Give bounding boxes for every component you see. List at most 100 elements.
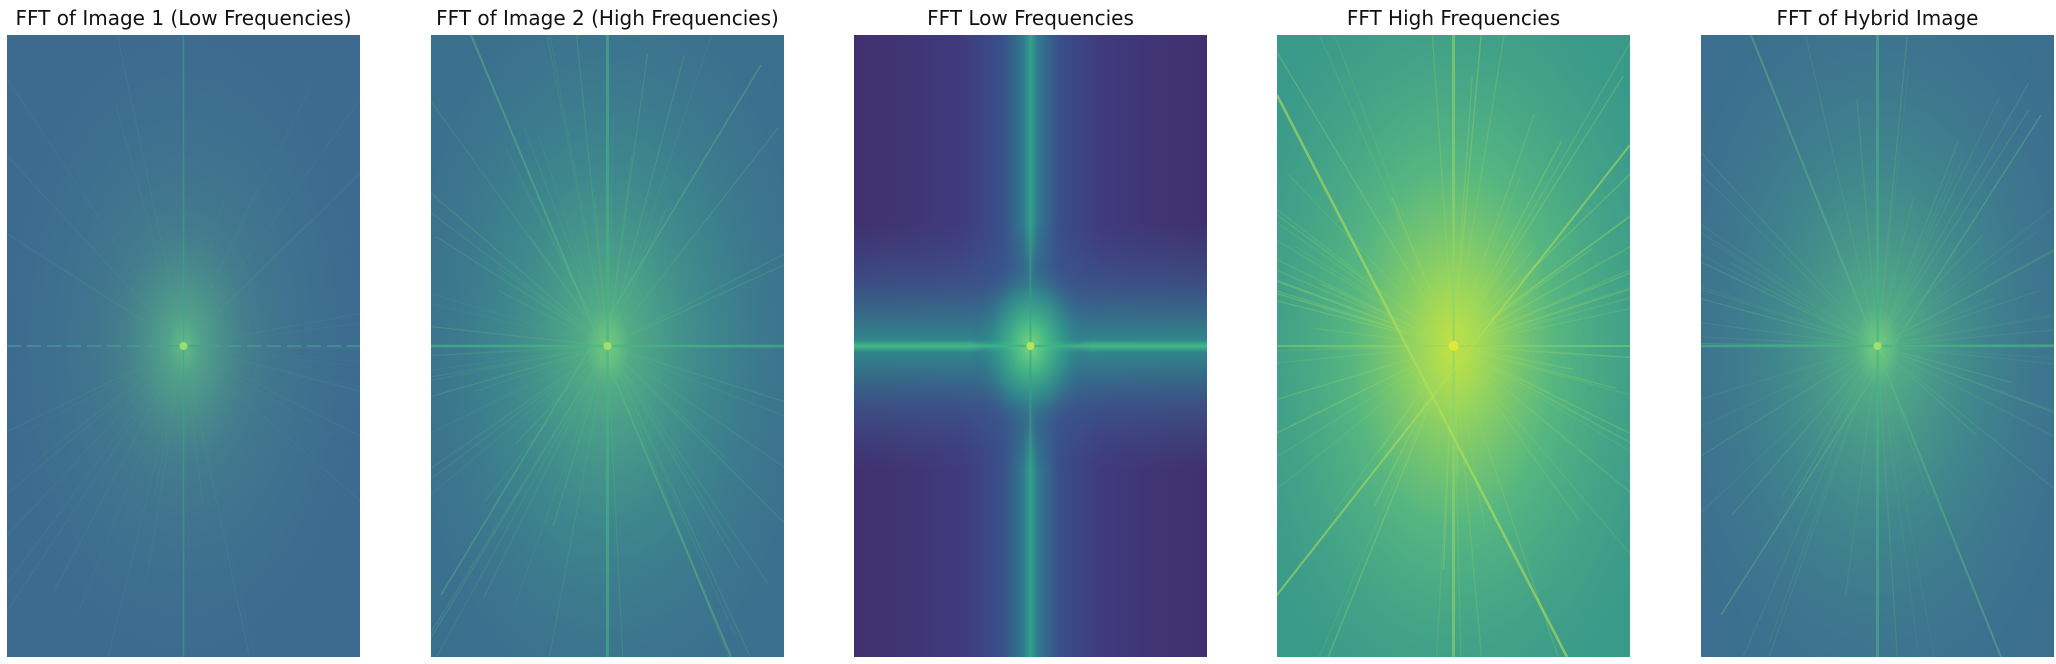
spectrum-streak (1701, 232, 1878, 347)
panel-title: FFT of Image 2 (High Frequencies) (436, 6, 779, 30)
panel-fft-image-2: FFT of Image 2 (High Frequencies) (431, 0, 784, 664)
spectrum-streak (606, 231, 653, 347)
panel-title: FFT of Hybrid Image (1776, 6, 1979, 30)
spectrum-streak (1877, 329, 2054, 347)
spectrum-streak (606, 345, 751, 656)
spectrum-streak (1876, 35, 1909, 347)
spectrum-streak (145, 345, 184, 588)
panel-fft-image-1: FFT of Image 1 (Low Frequencies) (7, 0, 360, 664)
spectrum-streak (1453, 345, 1630, 435)
spectrum-streak (7, 345, 184, 612)
spectrum-streak (431, 326, 608, 347)
spectrum-streak (1287, 174, 1455, 347)
spectrum-streak (431, 345, 608, 496)
panel-fft-low-frequencies: FFT Low Frequencies (854, 0, 1207, 664)
spectrum-streak (498, 267, 608, 347)
spectrum-streak (497, 289, 608, 347)
spectrum-streak (1452, 76, 1473, 347)
spectrum-streak (1701, 285, 1878, 347)
spectrum-streak (1453, 288, 1630, 347)
spectrum-streak (1877, 298, 1995, 347)
spectrum-streak (1453, 345, 1574, 370)
panel-fft-hybrid-image: FFT of Hybrid Image (1701, 0, 2054, 664)
spectrum-streak (607, 127, 779, 347)
spectrum-streak (1701, 336, 1878, 347)
spectrum-streak (183, 172, 360, 347)
spectrum-streak (183, 345, 360, 363)
spectrum-streak (7, 345, 184, 371)
spectrum-streak (1277, 258, 1454, 347)
spectrum-streak (606, 208, 668, 347)
spectrum-streak (1453, 345, 1630, 396)
fft-spectrum-image (854, 35, 1207, 657)
spectrum-streak (1452, 345, 1630, 555)
spectrum-streak (1701, 261, 1878, 347)
spectrum-streak (607, 253, 784, 347)
spectrum-streak (606, 55, 685, 347)
spectrum-streak (7, 345, 184, 485)
spectrum-streak (1452, 345, 1462, 657)
spectrum-streak (1877, 345, 2054, 359)
spectrum-streak (607, 345, 784, 468)
spectrum-streak (1877, 345, 1978, 436)
spectrum-streak (1877, 289, 2040, 347)
spectrum-streak (1333, 345, 1455, 513)
spectrum-streak (431, 192, 608, 347)
spectrum-streak (1876, 109, 2030, 347)
spectrum-streak (475, 345, 608, 392)
spectrum-streak (1452, 345, 1483, 657)
spectrum-streak (1701, 298, 1878, 347)
spectrum-streak (1877, 206, 2054, 347)
spectrum-streak (183, 345, 360, 392)
spectrum-streak (1701, 345, 1878, 428)
spectrum-streak (1877, 345, 2054, 412)
spectrum-streak (606, 345, 732, 544)
spectrum-streak (606, 35, 713, 347)
spectrum-streak (7, 345, 184, 433)
spectrum-streak (1453, 307, 1630, 347)
spectrum-streak (1876, 345, 1920, 657)
spectrum-streak (107, 345, 184, 657)
spectrum-streak (1845, 345, 1879, 596)
spectrum-streak (22, 244, 184, 347)
spectrum-streak (431, 345, 609, 639)
spectrum-streak (183, 345, 360, 392)
spectrum-streak (1877, 315, 2054, 347)
spectrum-streak (431, 303, 608, 347)
spectrum-streak (1374, 345, 1455, 506)
spectrum-streak (183, 200, 225, 347)
spectrum-streak (1277, 280, 1454, 347)
spectrum-streak (1442, 345, 1455, 570)
spectrum-streak (1742, 345, 1879, 657)
spectrum-streak (606, 345, 736, 636)
spectrum-streak (607, 264, 784, 347)
spectrum-streak (1277, 279, 1454, 347)
spectrum-streak (606, 345, 730, 657)
spectrum-streak (431, 345, 608, 434)
spectrum-streak (519, 179, 609, 347)
spectrum-streak (183, 345, 360, 388)
spectrum-streak (1453, 215, 1630, 347)
spectrum-streak (1327, 345, 1455, 657)
spectrum-streak (1877, 248, 2054, 347)
spectrum-streak (1453, 272, 1630, 347)
spectrum-streak (606, 345, 624, 657)
panel-title: FFT of Image 1 (Low Frequencies) (15, 6, 352, 30)
spectrum-streak (183, 345, 360, 437)
spectrum-streak (7, 345, 184, 537)
spectrum-streak (1452, 35, 1505, 347)
spectrum-streak (1781, 345, 1879, 498)
spectrum-streak (1313, 327, 1454, 347)
spectrum-streak (131, 208, 184, 347)
spectrum-streak (1877, 230, 2039, 347)
spectrum-streak (7, 233, 184, 347)
spectrum-streak (1453, 345, 1630, 444)
spectrum-streak (183, 185, 260, 347)
spectrum-streak (7, 345, 184, 585)
spectrum-streak (1333, 35, 1455, 347)
spectrum-streak (183, 313, 360, 347)
spectrum-streak (1876, 173, 1953, 347)
spectrum-streak (431, 100, 608, 347)
spectrum-streak (1327, 345, 1455, 657)
